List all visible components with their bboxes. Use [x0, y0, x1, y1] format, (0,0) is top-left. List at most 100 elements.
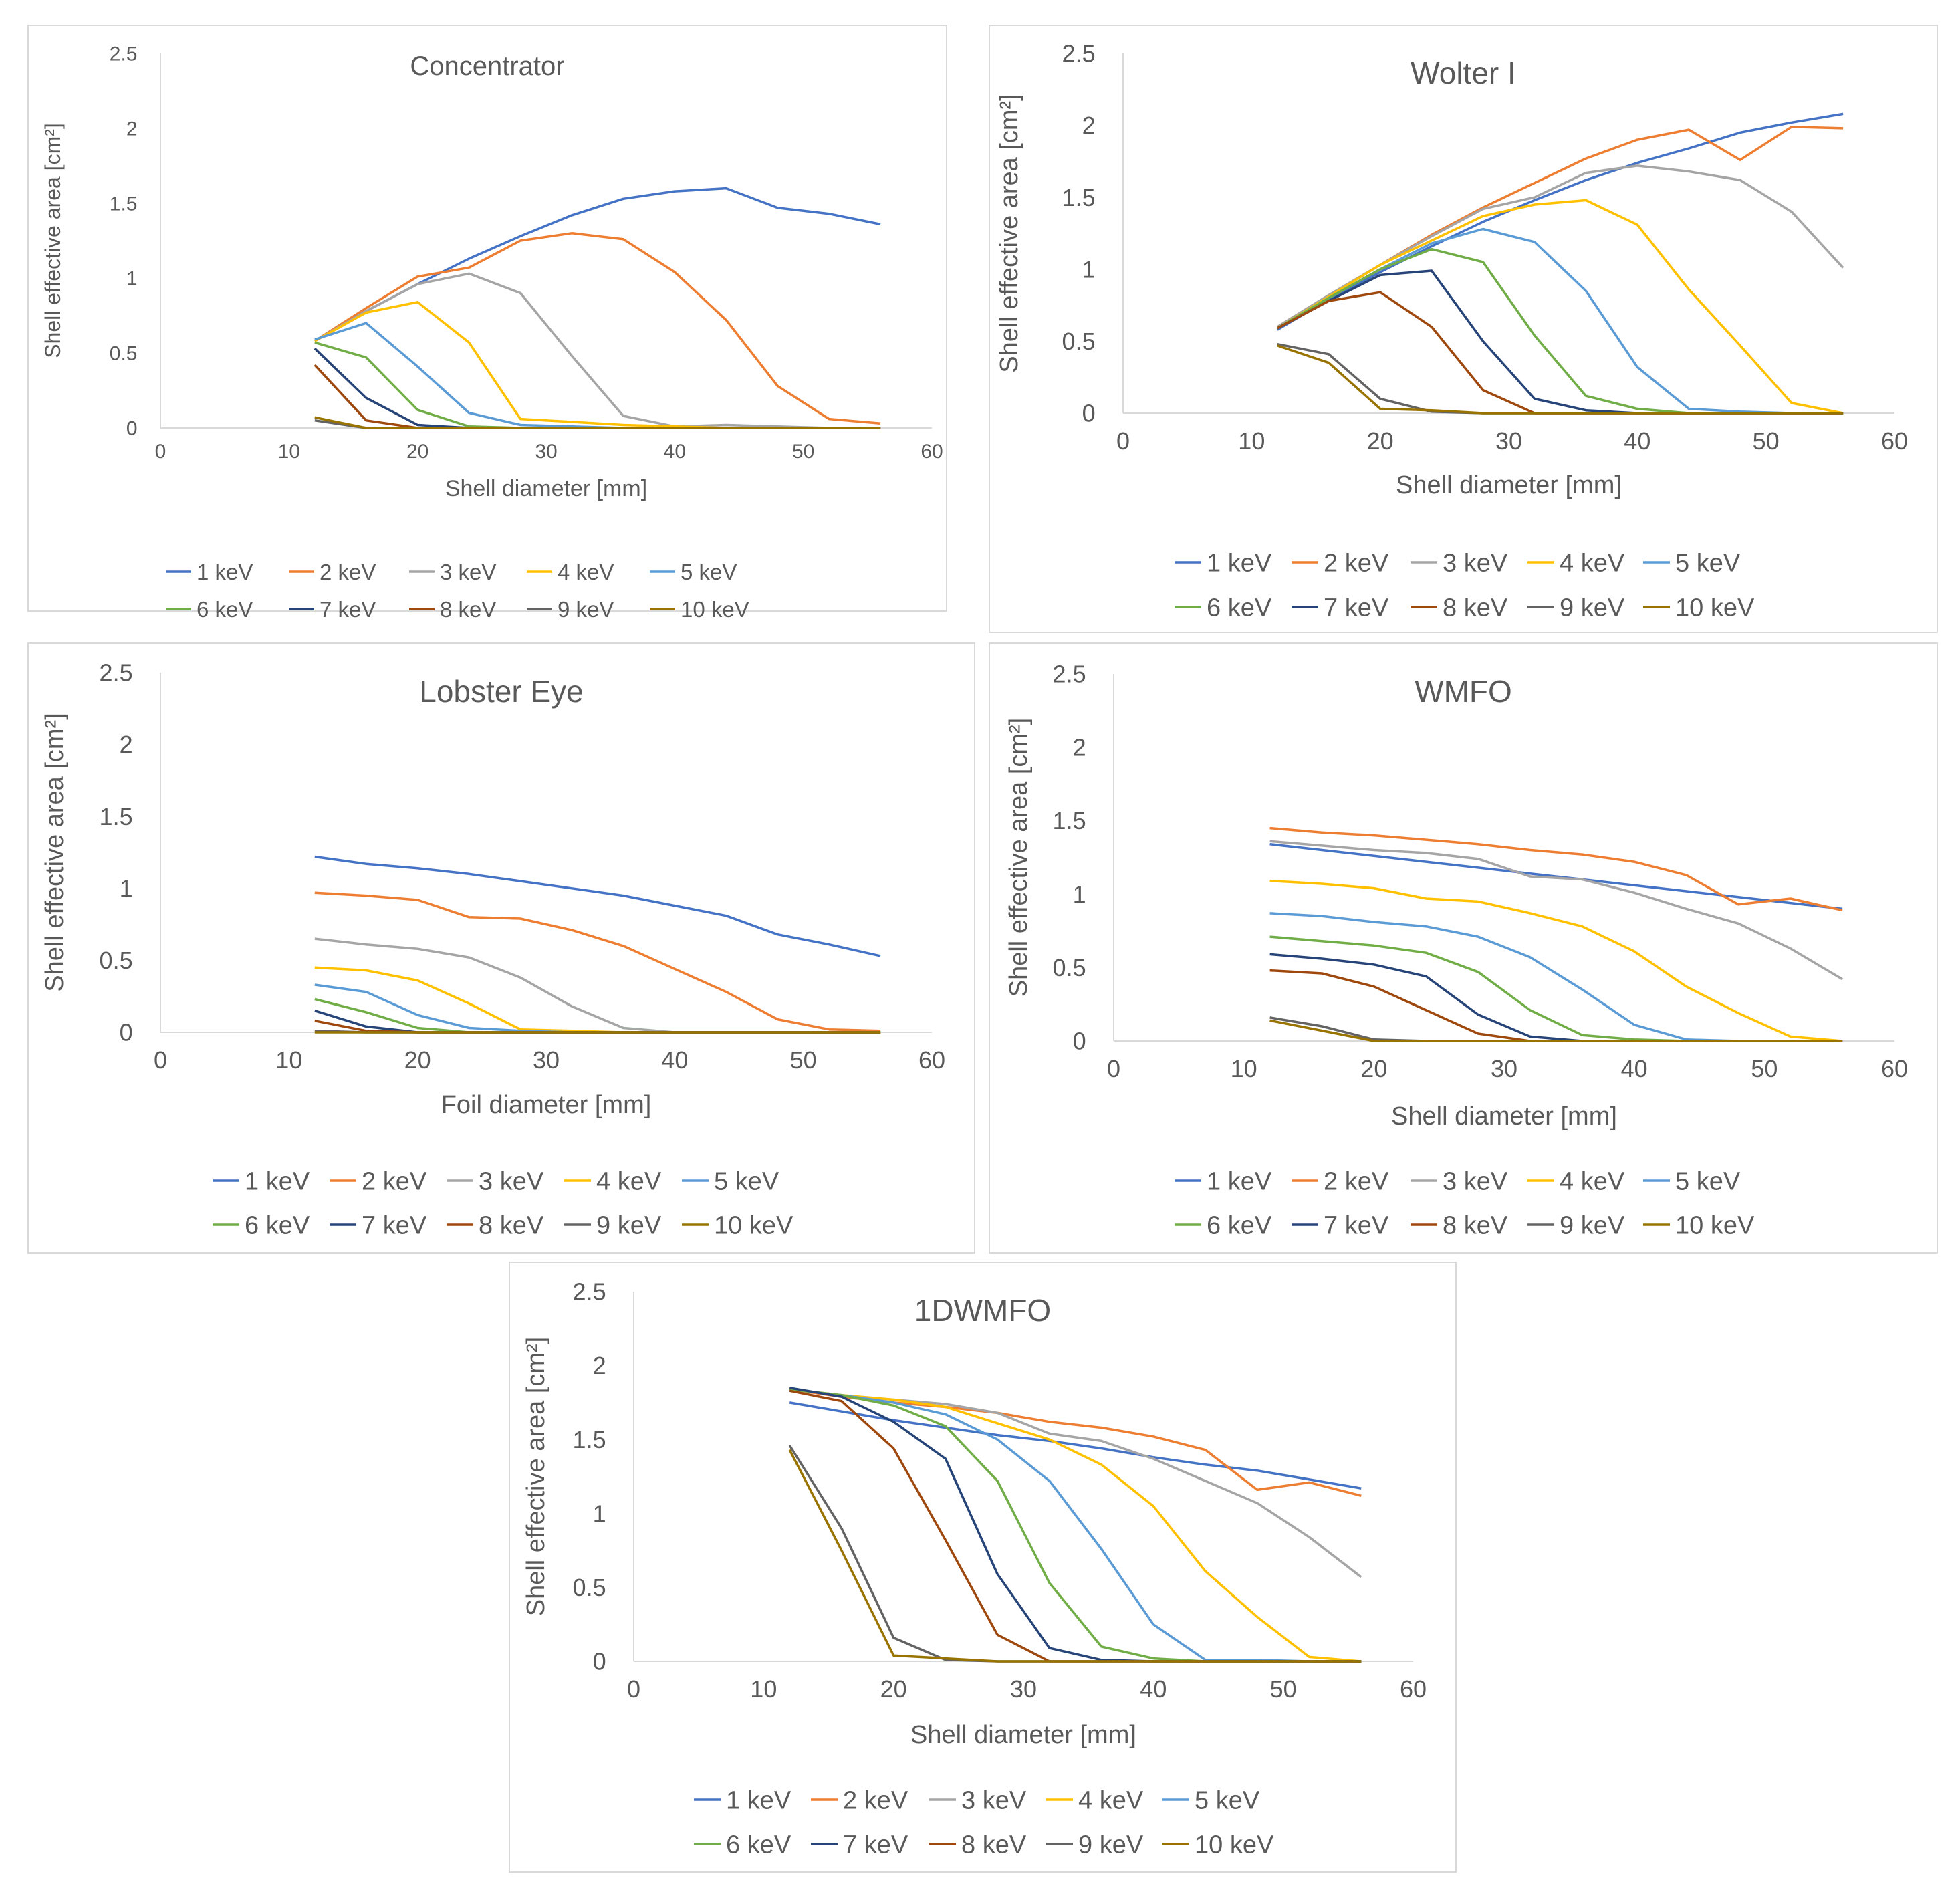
legend-label: 5 keV [1675, 1168, 1741, 1196]
y-tick-label: 1.5 [110, 193, 138, 215]
legend-label: 5 keV [1195, 1787, 1260, 1815]
x-tick-label: 50 [792, 441, 814, 463]
y-axis-label: Shell effective area [cm²] [995, 94, 1023, 372]
legend-label: 10 keV [1675, 594, 1755, 622]
legend-label: 2 keV [1324, 1168, 1389, 1196]
x-tick-label: 0 [627, 1675, 640, 1703]
x-tick-label: 10 [278, 441, 300, 463]
legend-label: 7 keV [362, 1212, 427, 1240]
legend-label: 9 keV [1078, 1831, 1144, 1859]
series-line-2kev [314, 891, 881, 1032]
y-tick-label: 1 [120, 874, 133, 902]
chart-title: Lobster Eye [419, 674, 583, 709]
x-tick-label: 20 [1360, 1055, 1387, 1082]
y-tick-label: 2.5 [573, 1278, 606, 1306]
series-line-10kev [1277, 344, 1844, 415]
legend-label: 7 keV [843, 1831, 908, 1859]
legend-label: 10 keV [1675, 1212, 1755, 1240]
x-axis-label: Shell diameter [mm] [910, 1721, 1136, 1749]
series-line-3kev [1269, 840, 1843, 981]
x-tick-label: 30 [1010, 1675, 1037, 1703]
x-axis-label: Shell diameter [mm] [445, 476, 647, 501]
y-tick-label: 2 [126, 118, 138, 140]
x-tick-label: 50 [1751, 1055, 1778, 1082]
series-line-10kev [788, 1449, 1362, 1663]
y-tick-label: 1 [1073, 880, 1086, 908]
legend-label: 1 keV [1207, 550, 1272, 578]
y-tick-label: 1 [593, 1500, 606, 1527]
legend-label: 8 keV [440, 597, 496, 622]
legend-label: 3 keV [440, 560, 496, 584]
series-line-2kev [314, 232, 881, 425]
y-tick-label: 2.5 [1053, 661, 1086, 688]
legend-label: 5 keV [714, 1168, 779, 1196]
y-tick-label: 2 [1073, 733, 1086, 761]
legend-label: 10 keV [714, 1212, 793, 1240]
x-tick-label: 10 [1238, 427, 1265, 455]
x-tick-label: 50 [1270, 1675, 1297, 1703]
y-axis-label: Shell effective area [cm²] [41, 713, 69, 991]
x-tick-label: 60 [921, 441, 943, 463]
legend-label: 3 keV [479, 1168, 544, 1196]
y-tick-label: 0 [1082, 400, 1096, 427]
y-tick-label: 2.5 [110, 43, 138, 66]
y-tick-label: 1 [126, 268, 138, 290]
y-tick-label: 0 [1073, 1028, 1086, 1055]
y-tick-label: 0 [120, 1019, 133, 1046]
chart-panel: WMFO 0 10 20 30 40 50 60 0 0.5 1 1.5 2 2.5 Shell diame… [989, 642, 1938, 1254]
y-tick-label: 0 [126, 418, 138, 440]
series-line-5kev [789, 1388, 1362, 1663]
legend-label: 6 keV [1207, 1212, 1272, 1240]
series-line-3kev [314, 272, 881, 429]
legend-label: 1 keV [1207, 1168, 1272, 1196]
legend-label: 3 keV [961, 1787, 1027, 1815]
x-tick-label: 40 [1624, 427, 1650, 455]
x-tick-label: 50 [1753, 427, 1780, 455]
legend-label: 2 keV [843, 1787, 908, 1815]
x-tick-label: 20 [880, 1675, 907, 1703]
legend-label: 4 keV [1560, 550, 1625, 578]
x-tick-label: 20 [406, 441, 428, 463]
x-tick-label: 0 [154, 1046, 167, 1074]
x-tick-label: 50 [790, 1046, 817, 1074]
series-line-4kev [1269, 879, 1843, 1042]
y-axis-label: Shell effective area [cm²] [522, 1337, 550, 1616]
chart-panel: Concentrator 0 10 20 30 40 50 60 0 0.5 1 1.5 2 2.5 She… [27, 25, 947, 622]
x-tick-label: 10 [275, 1046, 302, 1074]
x-tick-label: 0 [1116, 427, 1130, 455]
y-axis-label: Shell effective area [cm²] [1005, 718, 1033, 997]
series-line-1kev [1276, 112, 1844, 331]
legend-label: 5 keV [681, 560, 737, 584]
legend-label: 6 keV [1207, 594, 1272, 622]
legend-label: 4 keV [558, 560, 614, 584]
series-line-10kev [314, 416, 881, 429]
y-tick-label: 0.5 [573, 1574, 606, 1601]
x-tick-label: 60 [1400, 1675, 1427, 1703]
y-tick-label: 2 [593, 1352, 606, 1379]
legend-label: 1 keV [197, 560, 253, 584]
legend-label: 4 keV [1078, 1787, 1144, 1815]
x-tick-label: 60 [918, 1046, 945, 1074]
legend-label: 9 keV [1560, 1212, 1625, 1240]
y-tick-label: 0.5 [100, 947, 133, 974]
chart-panel: 1DWMFO 0 10 20 30 40 50 60 0 0.5 1 1.5 2 2.5 Shell dia… [509, 1262, 1457, 1873]
chart-title: 1DWMFO [914, 1293, 1051, 1328]
y-tick-label: 1.5 [1062, 184, 1096, 211]
legend-label: 8 keV [1443, 594, 1508, 622]
x-tick-label: 60 [1881, 1055, 1908, 1082]
chart-panel: Lobster Eye 0 10 20 30 40 50 60 0 0.5 1 1.5 2 2.5 Foil… [27, 642, 975, 1254]
series-line-4kev [789, 1388, 1362, 1663]
x-tick-label: 40 [664, 441, 686, 463]
legend-label: 8 keV [1443, 1212, 1508, 1240]
legend-label: 2 keV [1324, 550, 1389, 578]
legend-label: 2 keV [320, 560, 376, 584]
chart-title: Concentrator [410, 51, 564, 81]
legend-label: 6 keV [197, 597, 253, 622]
legend-label: 4 keV [1560, 1168, 1625, 1196]
legend-label: 5 keV [1675, 550, 1741, 578]
x-tick-label: 20 [404, 1046, 431, 1074]
series-line-1kev [314, 855, 881, 957]
x-tick-label: 30 [1495, 427, 1522, 455]
x-tick-label: 30 [535, 441, 557, 463]
